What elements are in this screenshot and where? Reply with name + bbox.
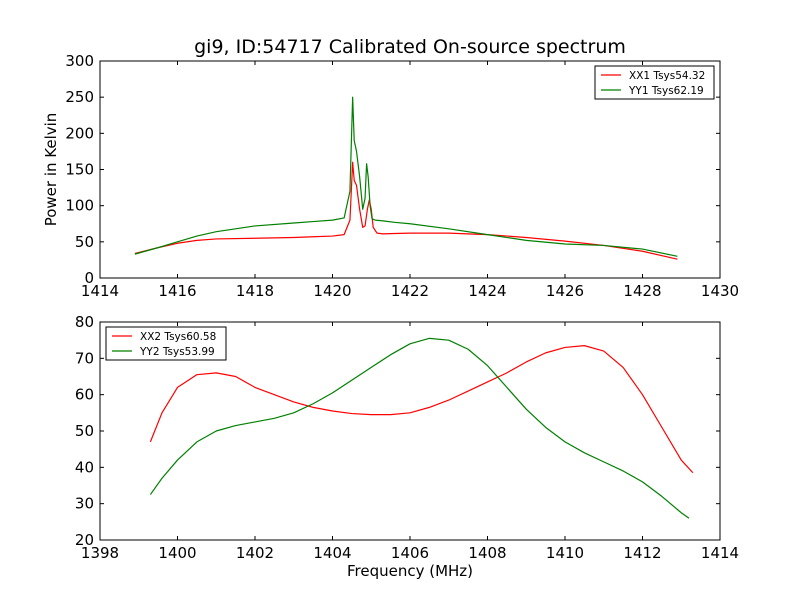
x-tick-label: 1414: [81, 282, 119, 300]
series-line-1-2: [134, 96, 678, 257]
x-tick-label: 1426: [546, 282, 584, 300]
legend-label: YY1 Tsys62.19: [628, 85, 704, 97]
y-tick-label: 200: [65, 124, 94, 142]
y-tick-label: 250: [65, 88, 94, 106]
x-tick-label: 1416: [158, 282, 196, 300]
chart-title: gi9, ID:54717 Calibrated On-source spect…: [194, 36, 626, 58]
legend-label: XX1 Tsys54.32: [629, 70, 705, 82]
y-tick-label: 80: [75, 313, 94, 331]
x-axis-label: Frequency (MHz): [347, 562, 473, 580]
legend-label: XX2 Tsys60.58: [140, 331, 216, 343]
x-tick-label: 1414: [701, 544, 739, 562]
y-tick-label: 150: [65, 161, 94, 179]
y-tick-label: 0: [84, 269, 94, 287]
x-tick-label: 1404: [313, 544, 351, 562]
legend-box: [105, 326, 227, 361]
chart-panel-2: 1398 1400 1402 1404 1406 1408 1410 1412 1414 20 30…: [75, 313, 739, 580]
x-tick-label: 1424: [468, 282, 506, 300]
x-tick-label: 1408: [468, 544, 506, 562]
x-tick-label: 1412: [623, 544, 661, 562]
x-tick-label: 1430: [701, 282, 739, 300]
x-tick-label: 1398: [81, 544, 119, 562]
x-tick-label: 1410: [546, 544, 584, 562]
x-tick-label: 1406: [391, 544, 429, 562]
y-tick-label: 70: [75, 349, 94, 367]
series-line-2-1: [149, 345, 694, 474]
x-tick-label: 1422: [391, 282, 429, 300]
y-tick-label: 30: [75, 495, 94, 513]
y-tick-label: 60: [75, 386, 94, 404]
y-tick-label: 40: [75, 458, 94, 476]
series-line-1-1: [134, 161, 678, 260]
x-tick-label: 1402: [236, 544, 274, 562]
y-axis-label: Power in Kelvin: [42, 113, 60, 227]
x-tick-label: 1400: [158, 544, 196, 562]
series-line-2-2: [149, 337, 690, 519]
y-tick-label: 50: [75, 233, 94, 251]
legend: XX1 Tsys54.32 YY1 Tsys62.19: [594, 65, 715, 100]
legend-label: YY2 Tsys53.99: [139, 346, 215, 358]
legend-box: [594, 65, 715, 100]
chart-root: 1414 1416 1418 1420 1422 1424 1426 1428 14300501…: [42, 52, 739, 580]
x-tick-label: 1420: [313, 282, 351, 300]
y-tick-label: 100: [65, 197, 94, 215]
y-tick-label: 300: [65, 52, 94, 70]
x-tick-label: 1418: [236, 282, 274, 300]
x-tick-label: 1428: [623, 282, 661, 300]
legend: XX2 Tsys60.58 YY2 Tsys53.99: [105, 326, 227, 361]
y-tick-label: 50: [75, 422, 94, 440]
y-tick-label: 20: [75, 531, 94, 549]
chart-panel-1: 1414 1416 1418 1420 1422 1424 1426 1428 1430 0 50 1…: [42, 52, 739, 300]
